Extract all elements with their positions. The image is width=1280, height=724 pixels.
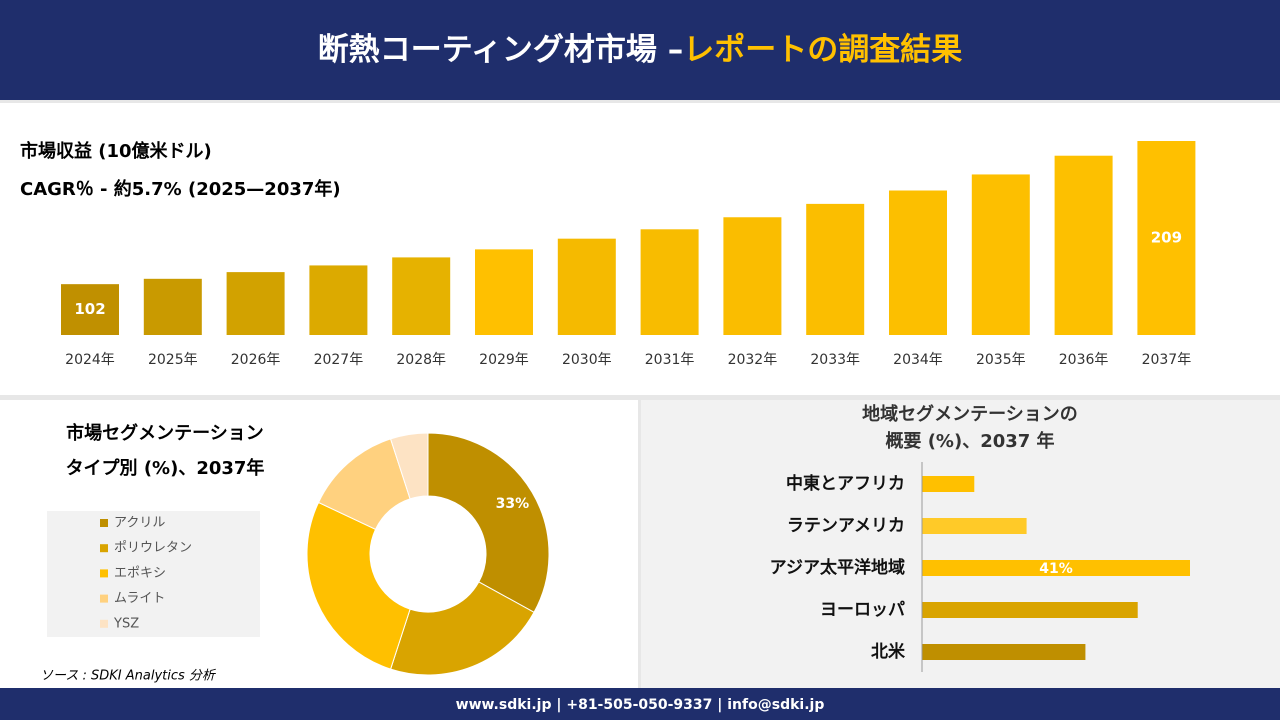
header-band xyxy=(0,0,1280,100)
x-tick-label: 2032年 xyxy=(728,352,778,368)
donut-slice xyxy=(306,501,411,670)
bar xyxy=(557,238,616,335)
x-tick-label: 2029年 xyxy=(479,352,529,368)
y-tick-label: ラテンアメリカ xyxy=(787,516,905,536)
y-tick-label: ヨーロッパ xyxy=(820,600,905,620)
x-tick-label: 2037年 xyxy=(1142,352,1192,368)
value-label: 209 xyxy=(1151,229,1182,247)
bar xyxy=(1137,141,1196,335)
title-highlight: レポートの調査結果 xyxy=(683,32,962,68)
x-tick-label: 2033年 xyxy=(810,352,860,368)
bar xyxy=(475,249,533,335)
footer-band xyxy=(0,688,1280,720)
bar xyxy=(61,284,119,335)
x-tick-label: 2025年 xyxy=(148,352,198,368)
legend-swatch xyxy=(100,594,108,603)
header-title: 断熱コーティング材市場 –レポートの調査結果 xyxy=(318,32,962,68)
hbar-title: 地域セグメンテーションの xyxy=(862,403,1078,425)
x-tick-label: 2027年 xyxy=(314,352,364,368)
y-tick-label: 中東とアフリカ xyxy=(786,473,905,494)
x-tick-label: 2030年 xyxy=(562,352,612,368)
bar xyxy=(922,602,1138,618)
bar xyxy=(971,174,1030,335)
pie-title: 市場セグメンテーション xyxy=(66,422,264,444)
bar xyxy=(922,476,975,492)
donut-slice xyxy=(389,581,535,676)
legend-label: ポリウレタン xyxy=(114,541,192,556)
y-tick-label: 北米 xyxy=(871,641,906,662)
bar xyxy=(922,644,1086,660)
hbar-title: 概要 (%)、2037 年 xyxy=(885,430,1054,452)
value-label: 102 xyxy=(74,300,105,318)
x-tick-label: 2036年 xyxy=(1059,352,1109,368)
x-tick-label: 2031年 xyxy=(645,352,695,368)
bar xyxy=(806,203,865,335)
bar xyxy=(143,278,202,335)
donut-slice xyxy=(427,432,550,613)
title-main: 断熱コーティング材市場 – xyxy=(318,32,683,68)
legend-label: ムライト xyxy=(114,591,165,606)
bar xyxy=(889,190,947,335)
x-tick-label: 2024年 xyxy=(65,352,115,368)
footer: www.sdki.jp | +81-505-050-9337 | info@sd… xyxy=(456,697,825,713)
x-tick-label: 2034年 xyxy=(893,352,943,368)
value-label: 41% xyxy=(1039,561,1073,577)
bar xyxy=(392,257,451,335)
legend-swatch xyxy=(100,544,108,553)
x-tick-label: 2028年 xyxy=(396,352,446,368)
bar xyxy=(922,518,1027,534)
bar xyxy=(226,272,285,335)
x-tick-label: 2035年 xyxy=(976,352,1026,368)
bar-subtitle: CAGR％ - 約5.7% (2025—2037年) xyxy=(20,178,341,200)
pie-title: タイプ別 (%)、2037年 xyxy=(66,457,265,479)
donut-slice xyxy=(389,432,429,500)
legend-label: アクリル xyxy=(114,516,165,531)
bar-title: 市場収益 (10億米ドル) xyxy=(20,140,212,162)
legend-label: YSZ xyxy=(113,616,139,631)
bar xyxy=(922,560,1190,576)
x-tick-label: 2026年 xyxy=(231,352,281,368)
bar xyxy=(723,217,782,335)
value-label: 33% xyxy=(496,496,530,512)
legend-box xyxy=(47,511,260,637)
legend-swatch xyxy=(100,519,108,527)
source: ソース : SDKI Analytics 分析 xyxy=(40,669,217,684)
bar xyxy=(1054,155,1113,335)
bar xyxy=(640,229,699,335)
legend-label: エポキシ xyxy=(114,566,166,581)
y-tick-label: アジア太平洋地域 xyxy=(770,557,905,578)
right-panel xyxy=(641,400,1280,688)
legend-swatch xyxy=(100,569,108,578)
legend-swatch xyxy=(100,619,108,628)
bar xyxy=(309,265,368,335)
